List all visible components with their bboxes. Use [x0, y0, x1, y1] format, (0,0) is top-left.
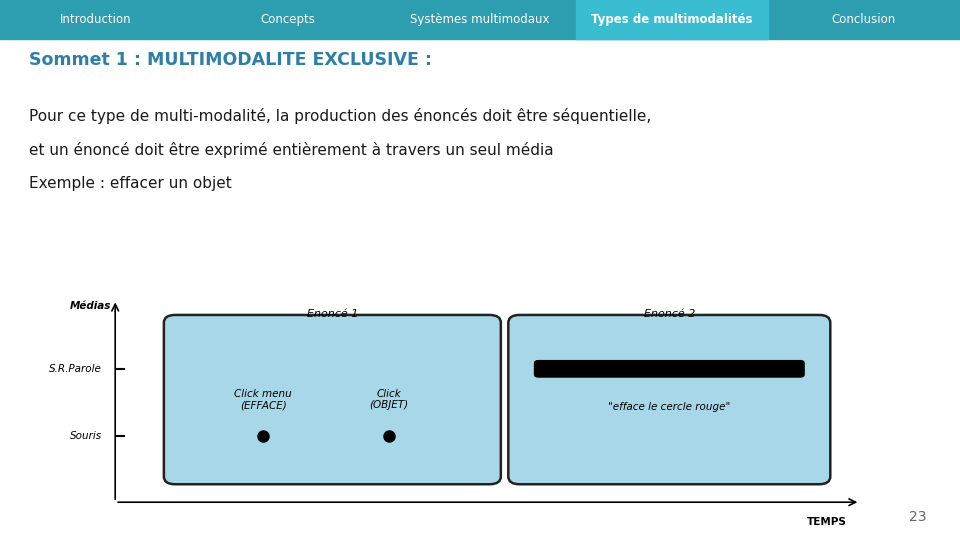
Text: "efface le cercle rouge": "efface le cercle rouge": [609, 402, 731, 413]
Text: S.R.Parole: S.R.Parole: [49, 364, 102, 374]
Bar: [0, 0, 960, 39]
Text: Introduction: Introduction: [60, 13, 132, 26]
FancyBboxPatch shape: [509, 315, 830, 484]
Text: Pour ce type de multi-modalité, la production des énoncés doit être séquentielle: Pour ce type de multi-modalité, la produ…: [29, 108, 651, 124]
FancyBboxPatch shape: [535, 361, 804, 377]
Text: Enoncé 1: Enoncé 1: [306, 308, 358, 319]
Text: Concepts: Concepts: [260, 13, 316, 26]
Text: Click
(OBJET): Click (OBJET): [370, 389, 409, 410]
Text: Enoncé 2: Enoncé 2: [643, 308, 695, 319]
Text: Click menu
(EFFACE): Click menu (EFFACE): [234, 389, 292, 410]
FancyBboxPatch shape: [164, 315, 501, 484]
Text: Types de multimodalités: Types de multimodalités: [591, 13, 753, 26]
Text: et un énoncé doit être exprimé entièrement à travers un seul média: et un énoncé doit être exprimé entièreme…: [29, 142, 553, 158]
Bar: [576, 0, 768, 39]
Text: Systèmes multimodaux: Systèmes multimodaux: [410, 13, 550, 26]
Text: TEMPS: TEMPS: [806, 517, 847, 526]
Text: Conclusion: Conclusion: [832, 13, 896, 26]
Text: Souris: Souris: [69, 430, 102, 441]
Text: 23: 23: [909, 510, 926, 524]
Text: Exemple : effacer un objet: Exemple : effacer un objet: [29, 176, 231, 191]
Text: Sommet 1 : MULTIMODALITE EXCLUSIVE :: Sommet 1 : MULTIMODALITE EXCLUSIVE :: [29, 51, 432, 69]
Text: Médias: Médias: [70, 301, 111, 311]
